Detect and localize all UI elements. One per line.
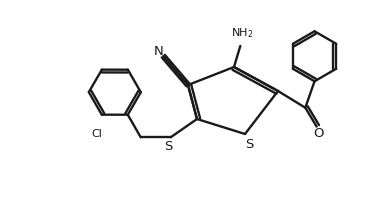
Text: O: O bbox=[313, 126, 324, 139]
Text: Cl: Cl bbox=[91, 129, 102, 139]
Text: N: N bbox=[154, 45, 164, 58]
Text: S: S bbox=[245, 138, 253, 151]
Text: S: S bbox=[164, 139, 173, 152]
Text: NH$_2$: NH$_2$ bbox=[231, 26, 254, 40]
